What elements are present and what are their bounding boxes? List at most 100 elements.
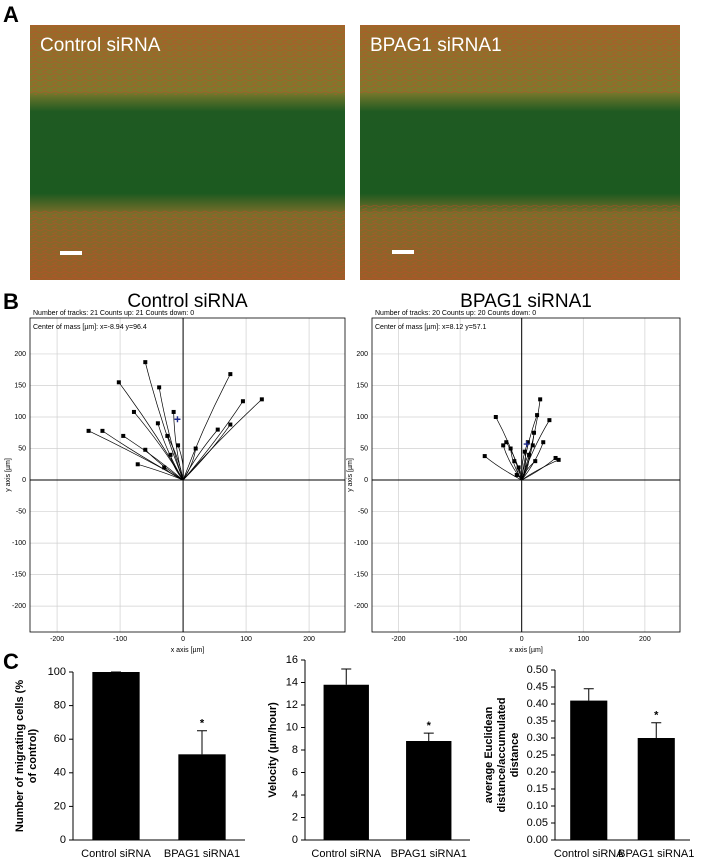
y-tick-label: 100 bbox=[48, 666, 66, 678]
track-end bbox=[165, 433, 170, 438]
track-end bbox=[514, 473, 519, 477]
y-tick-label: -50 bbox=[16, 508, 26, 515]
y-tick-label: 0 bbox=[22, 477, 26, 484]
track-end bbox=[157, 385, 162, 390]
track bbox=[521, 414, 538, 481]
track-end bbox=[493, 414, 498, 419]
annotation: Center of mass [µm]: x=-8.94 y=96.4 bbox=[33, 324, 147, 331]
x-tick-label: 100 bbox=[240, 636, 252, 643]
x-tick-label: Control siRNA bbox=[554, 848, 624, 860]
y-axis-label: y axis [µm] bbox=[347, 458, 354, 492]
panel-label: C bbox=[3, 649, 19, 674]
track bbox=[182, 399, 263, 481]
x-tick-label: -100 bbox=[453, 636, 467, 643]
y-tick-label: 0.25 bbox=[527, 749, 548, 761]
track-end bbox=[171, 409, 176, 414]
x-tick-label: 0 bbox=[181, 636, 185, 643]
track-end bbox=[121, 433, 126, 438]
track-end bbox=[228, 372, 233, 377]
track bbox=[137, 463, 184, 481]
image-label: BPAG1 siRNA1 bbox=[370, 35, 502, 56]
track bbox=[144, 362, 184, 481]
annotation: * bbox=[200, 718, 205, 730]
track-end bbox=[538, 397, 543, 402]
annotation: Number of tracks: 21 Counts up: 21 Count… bbox=[33, 310, 194, 317]
track-end bbox=[541, 440, 546, 445]
track bbox=[158, 387, 184, 481]
bar bbox=[570, 700, 608, 840]
bar bbox=[92, 672, 140, 840]
y-tick-label: 0 bbox=[292, 834, 298, 846]
track-end bbox=[530, 443, 535, 448]
y-tick-label: 0.05 bbox=[527, 817, 548, 829]
y-tick-label: -200 bbox=[12, 603, 26, 610]
y-axis-label: of control) bbox=[27, 728, 39, 783]
x-tick-label: -200 bbox=[50, 636, 64, 643]
track bbox=[123, 435, 184, 481]
track-end bbox=[131, 409, 136, 414]
y-tick-label: 0.35 bbox=[527, 715, 548, 727]
y-axis-label: average Euclidean bbox=[483, 706, 495, 803]
track bbox=[167, 435, 184, 481]
track-end bbox=[135, 462, 140, 467]
x-tick-label: 0 bbox=[520, 636, 524, 643]
y-tick-label: 6 bbox=[292, 766, 298, 778]
x-tick-label: 200 bbox=[639, 636, 651, 643]
y-tick-label: 0.20 bbox=[527, 766, 548, 778]
track-end bbox=[193, 446, 198, 451]
track-end bbox=[162, 465, 167, 470]
track-end bbox=[556, 457, 561, 462]
y-tick-label: -100 bbox=[354, 540, 368, 547]
x-axis-label: x axis [µm] bbox=[509, 647, 543, 654]
track-end bbox=[535, 413, 540, 418]
y-tick-label: 100 bbox=[356, 414, 368, 421]
track bbox=[521, 419, 550, 481]
track-end bbox=[168, 452, 173, 457]
track-end bbox=[116, 380, 121, 385]
track-end bbox=[100, 428, 105, 433]
track-end bbox=[512, 459, 517, 464]
x-tick-label: BPAG1 siRNA1 bbox=[391, 848, 467, 860]
track-end bbox=[228, 422, 233, 427]
track bbox=[510, 448, 522, 481]
center-of-mass bbox=[523, 441, 530, 448]
track bbox=[182, 424, 231, 481]
panel-label: B bbox=[3, 289, 19, 314]
track bbox=[145, 449, 184, 481]
x-tick-label: 200 bbox=[303, 636, 315, 643]
bar bbox=[406, 741, 452, 840]
micrograph: BPAG1 siRNA1 bbox=[360, 25, 680, 280]
track-end bbox=[259, 397, 264, 402]
track-end bbox=[516, 465, 521, 470]
track-end bbox=[508, 446, 513, 451]
y-axis-label: distance/accumulated bbox=[496, 698, 508, 813]
y-tick-label: 14 bbox=[286, 676, 298, 688]
y-axis-label: Velocity (µm/hour) bbox=[267, 702, 279, 798]
track bbox=[170, 454, 184, 481]
track-end bbox=[533, 459, 538, 464]
y-tick-label: 150 bbox=[14, 382, 26, 389]
track-end bbox=[504, 440, 509, 445]
track bbox=[177, 445, 184, 481]
annotation: * bbox=[654, 710, 659, 722]
track-end bbox=[155, 421, 160, 426]
error-bar bbox=[197, 730, 207, 755]
bar bbox=[178, 754, 226, 840]
bar bbox=[323, 684, 369, 840]
y-tick-label: 8 bbox=[292, 744, 298, 756]
error-bar bbox=[341, 668, 352, 685]
y-tick-label: 20 bbox=[54, 800, 66, 812]
y-tick-label: 0.00 bbox=[527, 834, 548, 846]
y-tick-label: 10 bbox=[286, 721, 298, 733]
track-end bbox=[215, 427, 220, 432]
error-bar bbox=[423, 732, 434, 741]
y-axis-label: distance bbox=[509, 733, 521, 778]
y-tick-label: 40 bbox=[54, 767, 66, 779]
y-tick-label: 0.50 bbox=[527, 664, 548, 676]
y-tick-label: 80 bbox=[54, 700, 66, 712]
track-end bbox=[553, 455, 558, 460]
track bbox=[182, 448, 197, 481]
annotation: Center of mass [µm]: x=8.12 y=57.1 bbox=[375, 324, 487, 331]
y-tick-label: 0.15 bbox=[527, 783, 548, 795]
